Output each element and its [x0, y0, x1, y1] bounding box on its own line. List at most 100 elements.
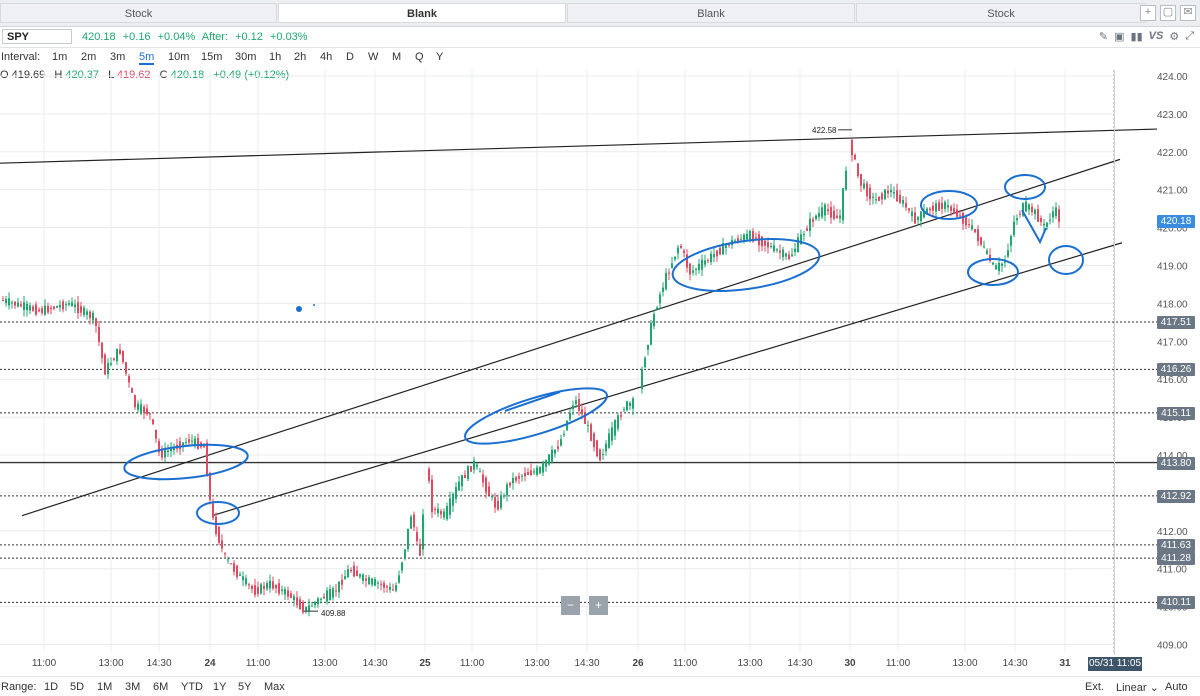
y-tick-label: 420.00	[1157, 224, 1188, 235]
interval-2h[interactable]: 2h	[294, 51, 307, 63]
y-tick-label: 423.00	[1157, 110, 1188, 121]
candle-body	[134, 395, 136, 408]
candle-body	[218, 526, 220, 543]
interval-5m[interactable]: 5m	[139, 51, 155, 65]
candle-body	[362, 574, 364, 581]
candle-body	[950, 206, 952, 212]
interval-10m[interactable]: 10m	[168, 51, 190, 63]
interval-1h[interactable]: 1h	[269, 51, 282, 63]
zoom-out-button[interactable]: −	[561, 596, 580, 615]
level-price-tag: 417.51	[1157, 315, 1195, 329]
candle-body	[770, 245, 772, 248]
candle-body	[278, 583, 280, 594]
range-5d[interactable]: 5D	[70, 681, 85, 693]
candle-body	[761, 236, 763, 247]
range-ytd[interactable]: YTD	[181, 681, 203, 693]
candle-body	[338, 581, 340, 593]
candle-body	[233, 563, 235, 572]
interval-w[interactable]: W	[368, 51, 379, 63]
candle-body	[587, 425, 589, 427]
candle-body	[23, 302, 25, 310]
gear-icon[interactable]: ⚙	[1169, 31, 1180, 43]
candle-body	[62, 301, 64, 310]
candle-body	[674, 256, 676, 260]
auto-toggle[interactable]: Auto	[1165, 681, 1188, 693]
candle-body	[725, 245, 727, 248]
scale-select[interactable]: Linear ⌄	[1116, 682, 1159, 694]
candle-body	[560, 439, 562, 446]
level-price-tag: 411.28	[1157, 552, 1195, 566]
interval-3m[interactable]: 3m	[110, 51, 126, 63]
candle-body	[392, 589, 394, 591]
level-price-tag: 415.11	[1157, 406, 1195, 420]
pencil-icon[interactable]: ✎	[1098, 31, 1109, 43]
tab-blank-1[interactable]: Blank	[278, 3, 566, 23]
candle-body	[203, 445, 205, 448]
tab-stock-2[interactable]: Stock	[856, 3, 1146, 23]
candle-body	[53, 306, 55, 309]
candle-body	[188, 439, 190, 443]
ext-toggle[interactable]: Ext.	[1085, 681, 1104, 693]
maximize-icon[interactable]: ⤢	[1185, 30, 1194, 42]
candle-body	[449, 498, 451, 515]
candle-body	[266, 583, 268, 589]
candle-body	[824, 204, 826, 216]
candle-body	[686, 254, 688, 268]
range-1d[interactable]: 1D	[44, 681, 59, 693]
interval-15m[interactable]: 15m	[201, 51, 223, 63]
interval-y[interactable]: Y	[436, 51, 444, 63]
candle-body	[434, 509, 436, 511]
candle-body	[1010, 236, 1012, 246]
drawing-arrow	[1021, 209, 1047, 245]
vs-icon[interactable]: VS	[1148, 30, 1164, 42]
candle-body	[245, 578, 247, 585]
candle-body	[383, 582, 385, 588]
interval-m[interactable]: M	[392, 51, 402, 63]
price-chart[interactable]: 424.00 423.00 422.00 421.00 420.00 419.00 418.…	[0, 70, 1200, 676]
bars-icon[interactable]: ▮▮	[1130, 31, 1143, 43]
candle-body	[476, 464, 478, 467]
symbol-input[interactable]	[2, 29, 72, 44]
candle-body	[677, 247, 679, 254]
interval-q[interactable]: Q	[415, 51, 424, 63]
candle-body	[320, 598, 322, 600]
range-1y[interactable]: 1Y	[213, 681, 227, 693]
candle-body	[197, 437, 199, 449]
mail-icon[interactable]: ✉	[1180, 5, 1196, 21]
tab-blank-2[interactable]: Blank	[567, 3, 855, 23]
candle-body	[296, 597, 298, 606]
candle-body	[143, 406, 145, 413]
y-tick-label: 421.00	[1157, 186, 1188, 197]
zoom-in-button[interactable]: +	[589, 596, 608, 615]
candle-body	[719, 247, 721, 255]
interval-2m[interactable]: 2m	[81, 51, 97, 63]
range-max[interactable]: Max	[264, 681, 285, 693]
range-1m[interactable]: 1M	[97, 681, 113, 693]
candle-body	[752, 231, 754, 242]
candle-body	[458, 481, 460, 491]
candle-body	[521, 475, 523, 477]
tab-stock-1[interactable]: Stock	[0, 3, 277, 23]
candle-body	[98, 326, 100, 343]
candle-body	[290, 593, 292, 598]
range-3m[interactable]: 3M	[125, 681, 141, 693]
interval-30m[interactable]: 30m	[235, 51, 257, 63]
candle-body	[623, 409, 625, 411]
candle-body	[968, 224, 970, 226]
candle-body	[377, 582, 379, 584]
candle-body	[578, 399, 580, 411]
interval-4h[interactable]: 4h	[320, 51, 333, 63]
window-icon[interactable]: ▢	[1160, 5, 1176, 21]
candle-body	[347, 569, 349, 578]
add-tab-icon[interactable]: +	[1140, 5, 1156, 21]
drawing-ellipse	[1004, 174, 1046, 200]
range-5y[interactable]: 5Y	[238, 681, 252, 693]
range-6m[interactable]: 6M	[153, 681, 169, 693]
interval-d[interactable]: D	[346, 51, 354, 63]
interval-1m[interactable]: 1m	[52, 51, 68, 63]
chart-type-icon[interactable]: ▣	[1114, 31, 1125, 43]
candle-body	[815, 215, 817, 220]
candle-body	[530, 470, 532, 476]
candle-body	[89, 311, 91, 319]
candle-body	[26, 303, 28, 311]
